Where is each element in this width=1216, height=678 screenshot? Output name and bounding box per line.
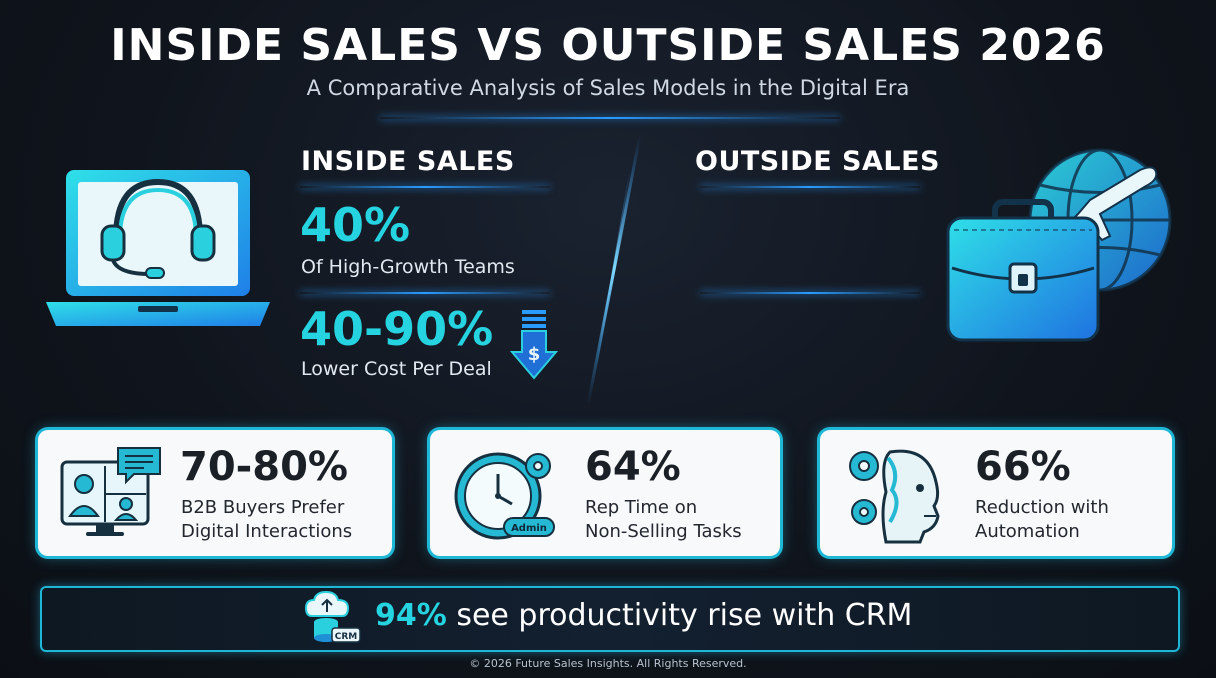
card-value: 70-80%: [180, 444, 349, 490]
dollar-down-arrow-icon: $: [510, 310, 559, 380]
outside-sales-divider: [700, 292, 920, 294]
card-caption-line2: Non-Selling Tasks: [585, 521, 742, 542]
robot-gears-icon: [849, 449, 940, 544]
card-caption-line2: Digital Interactions: [181, 521, 353, 542]
inside-stat-caption: Of High-Growth Teams: [301, 256, 515, 278]
outside-sales-underline: [700, 186, 920, 188]
copyright-footer: © 2026 Future Sales Insights. All Rights…: [469, 657, 747, 670]
outside-sales-heading: OUTSIDE SALES: [695, 146, 940, 177]
card-caption-line2: Automation: [975, 521, 1080, 542]
inside-sales-heading: INSIDE SALES: [301, 146, 515, 177]
crm-icon-label: CRM: [335, 632, 358, 642]
laptop-headset-icon: [46, 170, 270, 326]
crm-percent: 94%: [375, 598, 447, 633]
crm-banner: [40, 586, 1180, 652]
inside-stat-divider: [300, 292, 550, 294]
center-light-streak: [586, 134, 642, 406]
card-value: 64%: [585, 444, 681, 490]
inside-stat-value: 40-90%: [300, 302, 494, 356]
cloud-database-crm-icon: CRM: [304, 590, 361, 643]
crm-statement: see productivity rise with CRM: [446, 598, 913, 633]
crm-banner-text: 94% see productivity rise with CRM: [375, 598, 912, 633]
inside-stat-caption: Lower Cost Per Deal: [301, 358, 492, 380]
card-caption-line1: B2B Buyers Prefer: [181, 497, 345, 518]
card-caption-line1: Rep Time on: [585, 497, 698, 518]
briefcase-globe-icon: [946, 148, 1172, 342]
header-divider: [380, 117, 840, 119]
card-caption-line1: Reduction with: [975, 497, 1109, 518]
inside-stat-value: 40%: [300, 198, 411, 252]
stat-card-automation: [820, 430, 1172, 556]
inside-sales-underline: [300, 186, 550, 188]
card-value: 66%: [975, 444, 1071, 490]
admin-badge: Admin: [511, 523, 547, 534]
page-subtitle: A Comparative Analysis of Sales Models i…: [306, 76, 910, 100]
video-call-icon: [60, 447, 161, 536]
clock-admin-icon: Admin: [454, 452, 555, 540]
svg-text:$: $: [528, 344, 541, 365]
page-title: INSIDE SALES VS OUTSIDE SALES 2026: [110, 20, 1106, 71]
